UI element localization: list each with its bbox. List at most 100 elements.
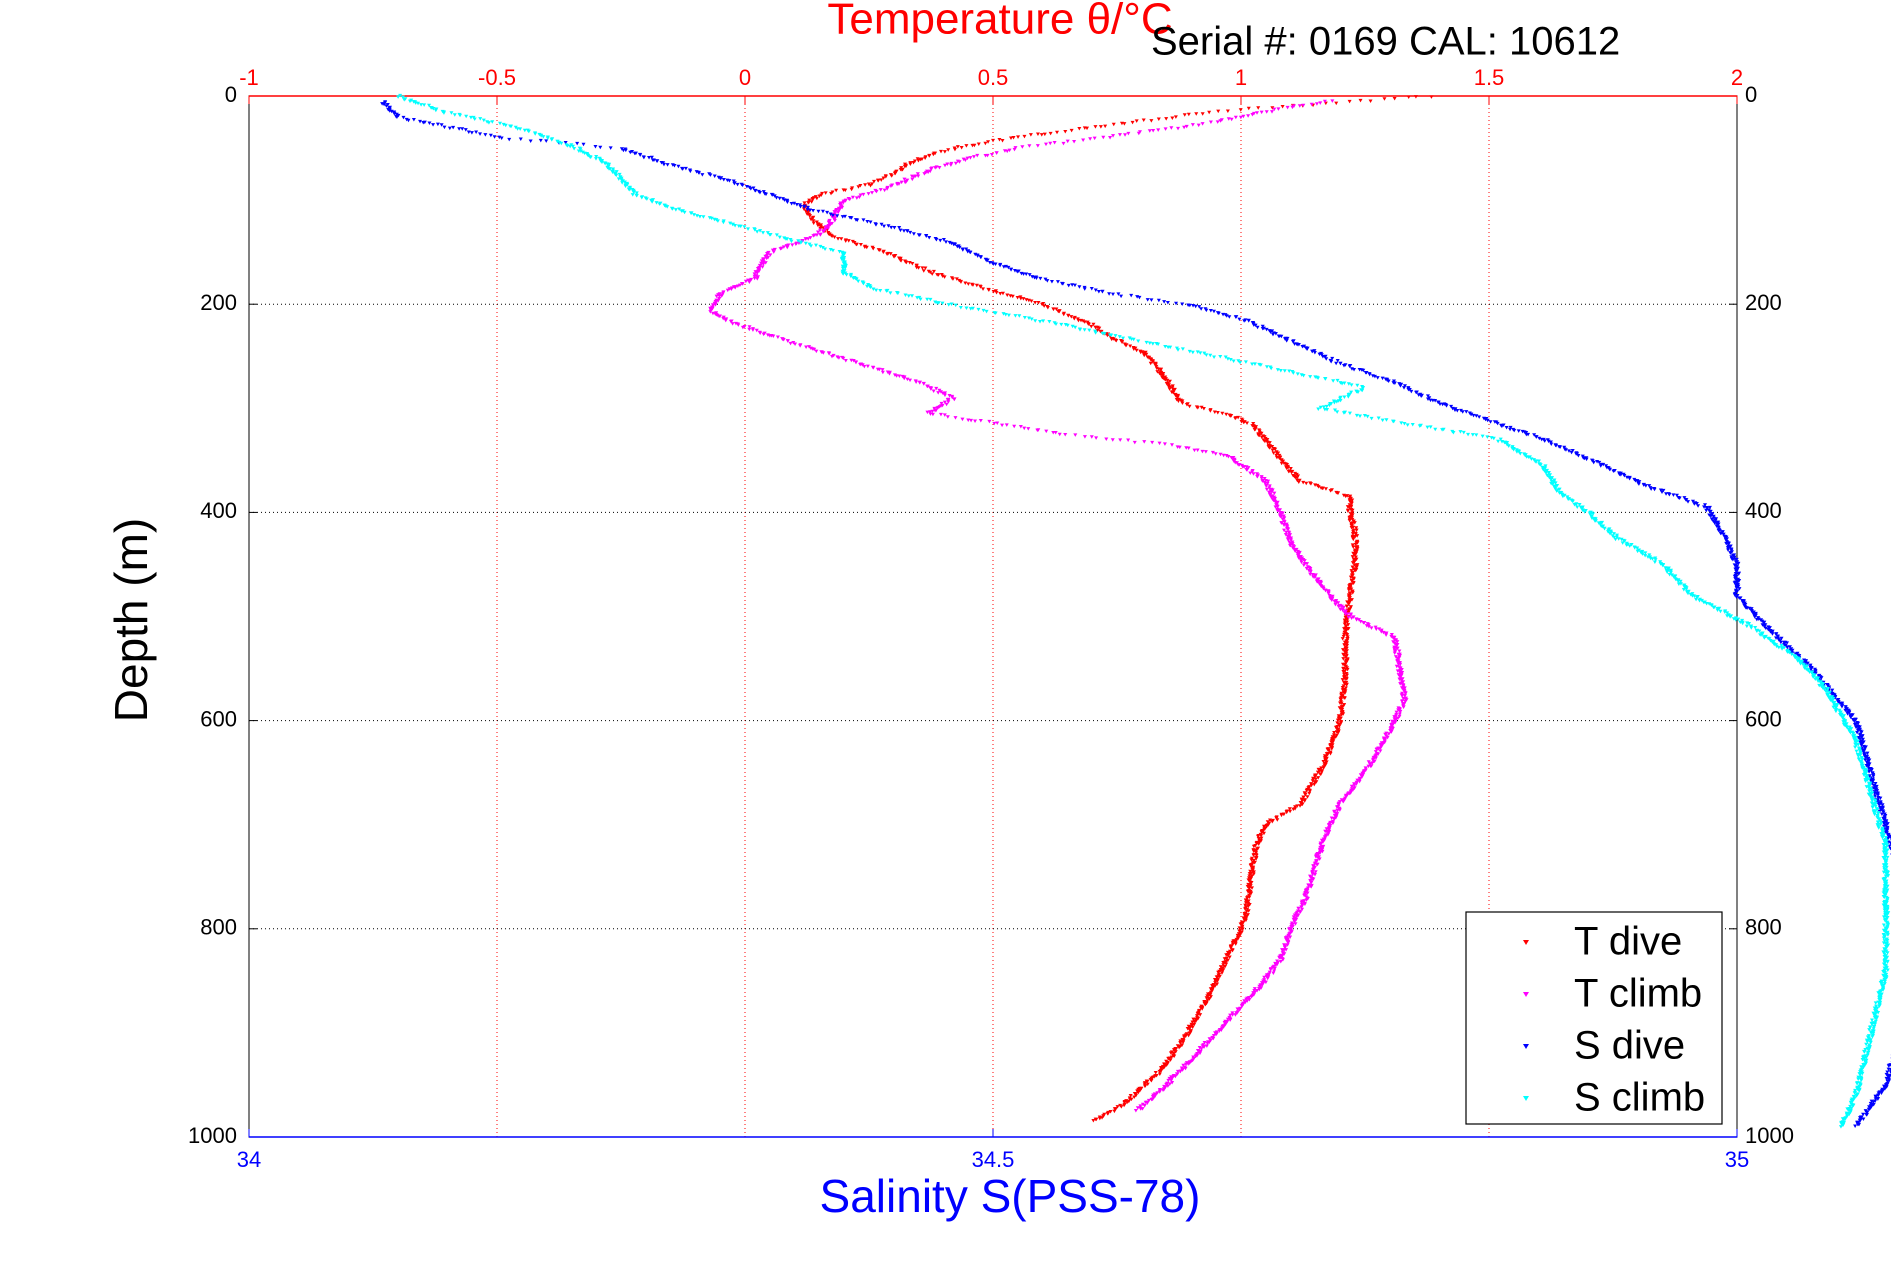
data-point (1081, 138, 1086, 143)
data-point (1273, 332, 1278, 336)
data-point (1766, 636, 1771, 641)
data-point (1738, 620, 1743, 625)
data-point (1254, 857, 1259, 861)
data-point (917, 381, 922, 385)
data-point (1272, 107, 1277, 112)
data-point (1340, 382, 1345, 386)
data-point (836, 210, 841, 215)
data-point (1266, 490, 1271, 495)
data-point (1496, 439, 1501, 444)
data-point (1425, 394, 1430, 398)
data-point (433, 108, 438, 113)
data-point (840, 205, 845, 210)
data-point (1022, 315, 1027, 320)
data-point (1151, 129, 1156, 133)
data-point (1867, 777, 1872, 781)
data-point (728, 319, 733, 324)
data-point (1577, 503, 1582, 507)
data-point (634, 193, 639, 198)
data-point (1248, 869, 1253, 874)
data-point (1175, 348, 1180, 352)
data-point (1069, 315, 1074, 319)
data-point (1347, 495, 1352, 500)
data-point (1027, 273, 1032, 277)
data-point (1669, 573, 1674, 577)
data-point (750, 328, 755, 332)
data-point (1242, 913, 1247, 918)
data-point (518, 137, 523, 142)
data-point (759, 259, 764, 263)
data-point (1410, 422, 1415, 427)
data-point (1841, 720, 1846, 724)
data-point (1553, 443, 1558, 448)
data-point (382, 102, 387, 107)
data-point (755, 271, 760, 275)
data-point (1318, 772, 1323, 776)
data-point (768, 232, 773, 237)
data-point (1217, 1029, 1222, 1033)
data-point (1028, 133, 1033, 137)
data-point (1397, 649, 1402, 653)
data-point (857, 195, 862, 200)
data-point (1212, 410, 1217, 415)
data-point (810, 198, 815, 202)
data-point (1072, 283, 1077, 288)
data-point (1348, 605, 1353, 609)
data-point (1005, 293, 1010, 297)
data-point (1346, 602, 1351, 606)
data-point (823, 191, 828, 195)
data-point (1199, 1047, 1204, 1051)
data-point (966, 418, 971, 423)
data-point (1864, 764, 1869, 768)
data-point (943, 240, 948, 244)
data-point (1726, 542, 1731, 547)
data-point (1246, 319, 1251, 323)
data-point (1346, 382, 1351, 386)
data-point (1537, 436, 1542, 441)
data-point (1883, 869, 1888, 873)
data-point (1070, 324, 1075, 329)
data-point (1187, 404, 1192, 409)
data-point (1187, 303, 1192, 308)
data-point (1326, 831, 1331, 835)
data-point (1270, 110, 1275, 114)
data-point (1363, 766, 1368, 770)
data-point (898, 228, 903, 233)
data-point (1885, 1079, 1890, 1084)
data-point (1658, 562, 1663, 566)
data-point (1136, 1090, 1141, 1095)
data-point (1227, 315, 1232, 319)
data-point (1287, 369, 1292, 374)
data-point (1216, 970, 1221, 975)
data-point (881, 176, 886, 180)
data-point (1884, 942, 1889, 946)
data-point (1274, 501, 1279, 505)
data-point (1206, 993, 1211, 998)
data-point (1303, 792, 1308, 797)
data-point (1255, 325, 1260, 330)
data-point (1345, 509, 1350, 514)
data-point (1200, 1007, 1205, 1011)
data-point (1165, 300, 1170, 305)
data-point (1553, 481, 1558, 485)
data-point (761, 262, 766, 266)
data-point (942, 275, 947, 279)
data-point (1810, 672, 1815, 677)
data-point (408, 99, 413, 104)
data-point (1336, 714, 1341, 718)
data-point (1141, 118, 1146, 123)
data-point (1192, 1022, 1197, 1027)
data-point (1264, 824, 1269, 829)
data-point (1853, 1124, 1858, 1128)
data-point (1049, 280, 1054, 284)
data-point (963, 158, 968, 162)
data-point (1852, 719, 1857, 723)
data-point (528, 139, 533, 143)
data-point (807, 198, 812, 203)
data-point (1089, 287, 1094, 291)
data-point (1878, 796, 1883, 801)
data-point (1259, 836, 1264, 841)
data-point (830, 248, 835, 253)
data-point (866, 192, 871, 196)
